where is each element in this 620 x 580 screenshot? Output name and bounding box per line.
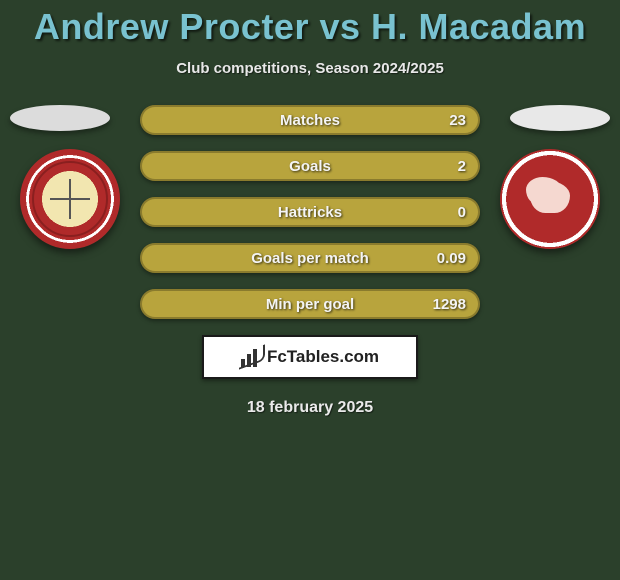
- stat-row: Matches 23: [140, 105, 480, 135]
- player-ellipse-right: [510, 105, 610, 131]
- stat-row: Hattricks 0: [140, 197, 480, 227]
- stat-value: 0: [458, 204, 466, 221]
- team-crest-left: [20, 149, 120, 249]
- stat-value: 2: [458, 158, 466, 175]
- stat-label: Goals per match: [251, 250, 369, 267]
- stat-value: 1298: [433, 296, 466, 313]
- stat-label: Goals: [289, 158, 331, 175]
- page-title: Andrew Procter vs H. Macadam: [0, 0, 620, 48]
- stat-label: Min per goal: [266, 296, 354, 313]
- stat-label: Matches: [280, 112, 340, 129]
- stat-bars: Matches 23 Goals 2 Hattricks 0 Goals per…: [140, 105, 480, 319]
- player-ellipse-left: [10, 105, 110, 131]
- stat-row: Goals 2: [140, 151, 480, 181]
- subtitle: Club competitions, Season 2024/2025: [0, 60, 620, 77]
- stat-value: 23: [449, 112, 466, 129]
- team-crest-right: [500, 149, 600, 249]
- stat-label: Hattricks: [278, 204, 342, 221]
- comparison-container: Matches 23 Goals 2 Hattricks 0 Goals per…: [0, 105, 620, 417]
- stat-value: 0.09: [437, 250, 466, 267]
- stat-row: Min per goal 1298: [140, 289, 480, 319]
- source-logo: FcTables.com: [202, 335, 418, 379]
- chart-icon: [241, 347, 261, 367]
- stat-row: Goals per match 0.09: [140, 243, 480, 273]
- date-label: 18 february 2025: [0, 399, 620, 417]
- source-logo-text: FcTables.com: [267, 347, 379, 367]
